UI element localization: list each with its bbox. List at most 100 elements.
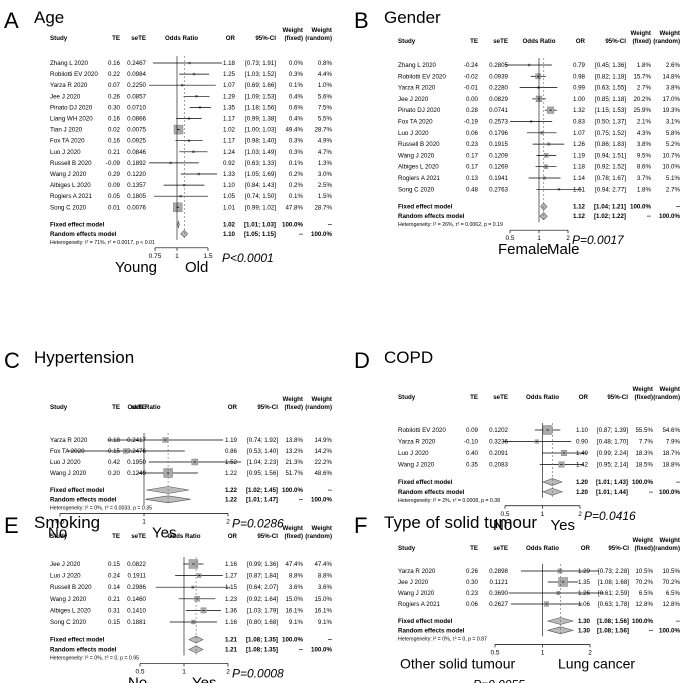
study-row: Wang J 2020 0.20 0.1249 1.22 [0.95; 1.56] 51.… (50, 468, 332, 478)
fixed-effect-diamond (177, 220, 180, 228)
study-weight-fixed: 49.4% (285, 127, 303, 134)
study-sete: 0.1911 (128, 573, 147, 580)
study-sete: 0.1915 (489, 141, 508, 148)
study-te: 0.29 (108, 171, 121, 178)
header-weight-fixed-2: (fixed) (284, 533, 303, 540)
random-effects-or: 1.12 (573, 213, 586, 220)
favours-right-label: Lung cancer (558, 655, 635, 671)
study-weight-random: 70.2% (662, 579, 680, 586)
study-te: 0.06 (466, 130, 479, 137)
study-weight-random: 0.8% (318, 60, 333, 67)
study-or: 1.26 (578, 590, 591, 597)
panel-letter: F (354, 513, 367, 538)
header-weight-fixed-2: (fixed) (634, 394, 653, 401)
study-weight-fixed: 18.5% (635, 462, 653, 469)
header-weight-random-2: (random) (653, 545, 680, 552)
study-name: Luo J 2020 (50, 149, 81, 156)
fixed-effect-diamond (542, 478, 563, 486)
study-sete: 0.2250 (127, 82, 146, 89)
fixed-effect-or: 1.02 (223, 221, 236, 228)
study-row: Wang J 2020 0.35 0.2083 1.42 [0.95; 2.14] 18.… (398, 462, 680, 469)
study-weight-fixed: 0.1% (289, 82, 304, 89)
study-te: 0.24 (108, 573, 121, 580)
study-name: Song C 2020 (50, 204, 87, 211)
study-sete: 0.1796 (489, 130, 508, 137)
study-name: Wang J 2020 (50, 470, 87, 477)
study-row: Pinato DJ 2020 0.30 0.0710 1.35 [1.18; 1.56]… (50, 104, 332, 111)
fixed-effect-ci: [1.02; 1.45] (246, 487, 278, 494)
heterogeneity-text: Heterogeneity: I² = 0%, τ² = 0.0033, p =… (50, 505, 152, 511)
study-or: 1.24 (223, 149, 236, 156)
random-effects-row: Random effects model 1.30 [1.08; 1.56] -- 10… (398, 626, 680, 634)
study-weight-fixed: 1.8% (637, 62, 652, 69)
study-name: Luo J 2020 (50, 459, 81, 466)
study-ci: [1.03; 1.52] (245, 71, 276, 78)
header-odds-ratio: Odds Ratio (526, 545, 559, 552)
study-weight-fixed: 21.3% (285, 459, 303, 466)
study-row: Robilotti EV 2020 0.09 0.1202 1.10 [0.87; 1.… (398, 425, 680, 435)
study-ci: [1.18; 1.56] (245, 104, 276, 111)
study-sete: 0.1202 (489, 427, 508, 434)
study-te: 0.16 (108, 60, 121, 67)
study-name: Luo J 2020 (398, 130, 429, 137)
study-sete: 0.0939 (489, 73, 508, 80)
x-tick-label: 2 (566, 235, 570, 242)
study-te: 0.07 (108, 82, 121, 89)
study-ci: [0.64; 2.07] (247, 584, 278, 591)
study-row: Fox TA 2020 -0.15 0.2476 0.86 [0.53; 1.40] 13… (50, 448, 332, 455)
study-sete: 0.0857 (127, 93, 146, 100)
panel-letter: B (354, 8, 369, 33)
header-sete: seTE (131, 404, 146, 411)
study-sete: 0.2083 (489, 462, 508, 469)
study-sete: 0.2763 (489, 186, 508, 193)
study-te: 0.20 (108, 470, 121, 477)
study-or: 1.17 (223, 116, 236, 123)
study-sete: 0.0846 (127, 149, 146, 156)
study-sete: 0.0822 (127, 561, 146, 568)
study-te: -0.10 (464, 439, 479, 446)
study-name: Albiges L 2020 (398, 164, 439, 171)
study-name: Luo J 2020 (398, 450, 429, 457)
header-weight-fixed-1: Weight (632, 386, 653, 393)
study-weight-random: 7.5% (318, 104, 333, 111)
study-row: Yarza R 2020 0.26 0.2898 1.29 [0.73; 2.28] 10… (398, 568, 680, 575)
random-effects-weight-random: 100.0% (659, 627, 680, 634)
study-weight-random: 5.1% (666, 175, 681, 182)
study-ci: [0.50; 1.37] (595, 119, 626, 126)
fixed-effect-row: Fixed effect model 1.30 [1.08; 1.56] 100.0%… (398, 617, 680, 625)
study-or: 1.19 (225, 437, 238, 444)
study-weight-fixed: 10.5% (635, 568, 653, 575)
x-tick-label: 1 (182, 668, 186, 675)
study-or: 1.35 (223, 104, 236, 111)
study-te: 0.30 (466, 579, 479, 586)
study-te: -0.02 (464, 73, 479, 80)
study-weight-random: 6.5% (666, 590, 681, 597)
random-effects-row: Random effects model 1.20 [1.01; 1.44] -- 10… (398, 487, 680, 496)
study-weight-random: 54.6% (662, 427, 680, 434)
study-weight-fixed: 8.8% (289, 573, 304, 580)
study-weight-fixed: 0.1% (289, 160, 304, 167)
study-te: 0.48 (466, 186, 479, 193)
fixed-effect-ci: [1.04; 1.21] (594, 204, 626, 211)
fixed-effect-row: Fixed effect model 1.20 [1.01; 1.43] 100.0%… (398, 478, 680, 486)
study-ci: [0.74; 1.50] (245, 193, 276, 200)
study-or: 0.83 (573, 119, 586, 126)
study-name: Tian J 2020 (50, 127, 83, 134)
study-weight-random: 5.5% (318, 116, 333, 123)
fixed-effect-weight-fixed: 100.0% (632, 618, 653, 625)
study-or: 1.07 (223, 82, 236, 89)
study-ci: [0.74; 1.92] (247, 437, 278, 444)
study-te: 0.23 (466, 590, 479, 597)
study-or: 1.27 (225, 573, 238, 580)
study-name: Jee J 2020 (50, 93, 81, 100)
study-name: Yarza R 2020 (398, 439, 436, 446)
study-ci: [1.05; 1.69] (245, 171, 276, 178)
fixed-effect-weight-random: -- (676, 479, 680, 486)
study-or: 1.29 (578, 568, 591, 575)
study-weight-fixed: 18.3% (635, 450, 653, 457)
panel-letter: E (4, 513, 19, 538)
fixed-effect-weight-fixed: 100.0% (282, 637, 303, 644)
favours-right-label: Yes (551, 517, 575, 534)
heterogeneity-text: Heterogeneity: I² = 71%, τ² = 0.0017, p … (50, 240, 155, 246)
